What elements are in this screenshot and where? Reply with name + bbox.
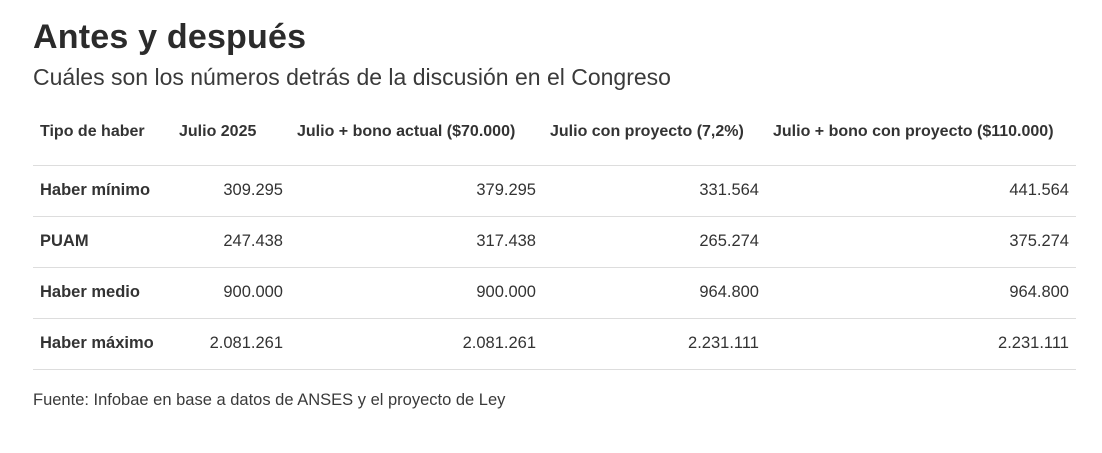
column-header: Tipo de haber [33,119,172,166]
table-cell: 2.081.261 [290,318,543,370]
column-header: Julio con proyecto (7,2%) [543,119,766,166]
row-label: PUAM [33,216,172,268]
column-header: Julio + bono con proyecto ($110.000) [766,119,1076,166]
table-cell: 375.274 [766,216,1076,268]
table-cell: 309.295 [172,165,290,217]
table-cell: 964.800 [766,267,1076,319]
row-label: Haber medio [33,267,172,319]
table-cell: 247.438 [172,216,290,268]
data-table: Tipo de haber Julio 2025 Julio + bono ac… [33,119,1076,370]
row-label: Haber máximo [33,318,172,370]
table-cell: 2.231.111 [766,318,1076,370]
table-cell: 964.800 [543,267,766,319]
source-note: Fuente: Infobae en base a datos de ANSES… [33,390,506,409]
column-header: Julio 2025 [172,119,290,166]
table-cell: 900.000 [172,267,290,319]
table-header: Tipo de haber Julio 2025 Julio + bono ac… [33,119,1076,166]
table-cell: 331.564 [543,165,766,217]
table-cell: 379.295 [290,165,543,217]
column-header: Julio + bono actual ($70.000) [290,119,543,166]
table-row: PUAM 247.438 317.438 265.274 375.274 [33,216,1076,268]
table-cell: 317.438 [290,216,543,268]
chart-subtitle: Cuáles son los números detrás de la disc… [33,64,671,90]
chart-container: Antes y después Cuáles son los números d… [33,14,1076,411]
chart-title: Antes y después [33,18,307,56]
table-row: Haber máximo 2.081.261 2.081.261 2.231.1… [33,318,1076,370]
table-cell: 265.274 [543,216,766,268]
table-cell: 2.231.111 [543,318,766,370]
table-row: Haber medio 900.000 900.000 964.800 964.… [33,267,1076,319]
table-cell: 441.564 [766,165,1076,217]
header-row: Tipo de haber Julio 2025 Julio + bono ac… [33,119,1076,166]
row-label: Haber mínimo [33,165,172,217]
table-body: Haber mínimo 309.295 379.295 331.564 441… [33,165,1076,370]
table-cell: 900.000 [290,267,543,319]
table-row: Haber mínimo 309.295 379.295 331.564 441… [33,165,1076,217]
table-cell: 2.081.261 [172,318,290,370]
